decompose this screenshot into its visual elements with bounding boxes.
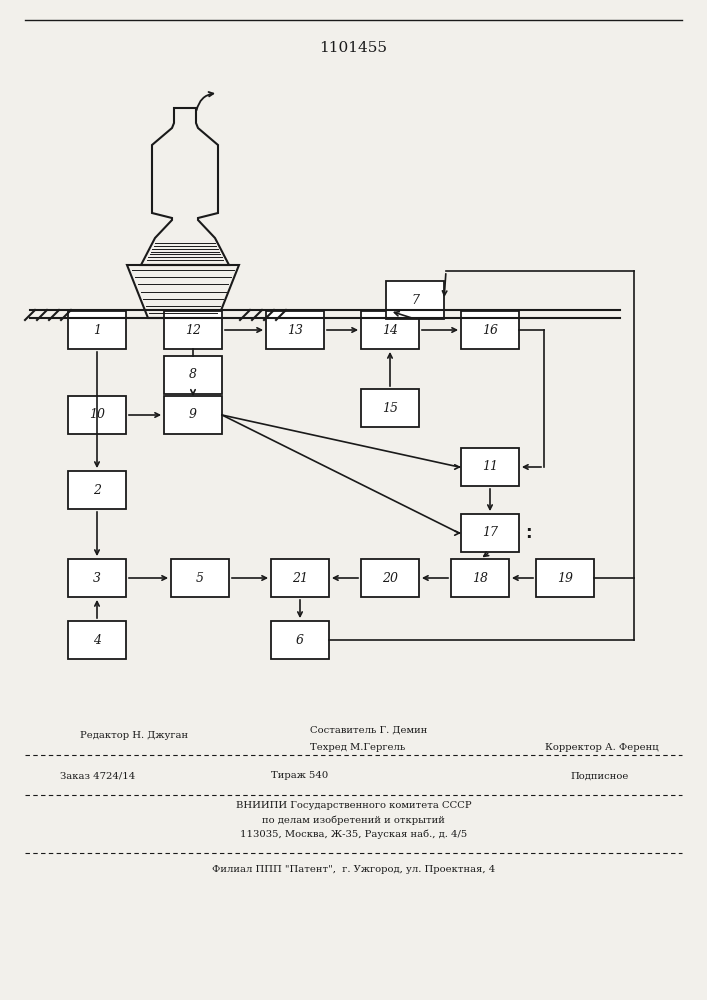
FancyArrowPatch shape: [197, 92, 214, 110]
Bar: [171, 559, 229, 597]
Text: :: :: [525, 524, 532, 542]
Bar: [361, 389, 419, 427]
Text: Заказ 4724/14: Заказ 4724/14: [60, 772, 135, 780]
Text: Тираж 540: Тираж 540: [271, 772, 329, 780]
Text: 21: 21: [292, 572, 308, 584]
Bar: [461, 311, 519, 349]
Text: 20: 20: [382, 572, 398, 584]
Bar: [266, 311, 324, 349]
Text: Корректор А. Ференц: Корректор А. Ференц: [545, 744, 659, 752]
Text: 5: 5: [196, 572, 204, 584]
Text: 16: 16: [482, 324, 498, 336]
Bar: [164, 356, 222, 394]
Bar: [68, 621, 126, 659]
Bar: [271, 559, 329, 597]
Bar: [68, 559, 126, 597]
Text: 3: 3: [93, 572, 101, 584]
Text: Составитель Г. Демин: Составитель Г. Демин: [310, 726, 427, 734]
Text: 13: 13: [287, 324, 303, 336]
Text: ВНИИПИ Государственного комитета СССР: ВНИИПИ Государственного комитета СССР: [235, 802, 472, 810]
Text: 1101455: 1101455: [320, 41, 387, 55]
Bar: [68, 311, 126, 349]
Text: 7: 7: [411, 294, 419, 306]
Text: Филиал ППП "Патент",  г. Ужгород, ул. Проектная, 4: Филиал ППП "Патент", г. Ужгород, ул. Про…: [212, 865, 495, 874]
Text: 6: 6: [296, 634, 304, 647]
Bar: [461, 514, 519, 552]
Text: 8: 8: [189, 368, 197, 381]
Bar: [271, 621, 329, 659]
Bar: [361, 559, 419, 597]
Text: 10: 10: [89, 408, 105, 422]
Text: Подписное: Подписное: [570, 772, 629, 780]
Text: 19: 19: [557, 572, 573, 584]
Text: 4: 4: [93, 634, 101, 647]
Text: 2: 2: [93, 484, 101, 496]
Bar: [451, 559, 509, 597]
Text: 11: 11: [482, 460, 498, 474]
Text: 113035, Москва, Ж-35, Рауская наб., д. 4/5: 113035, Москва, Ж-35, Рауская наб., д. 4…: [240, 829, 467, 839]
Bar: [164, 311, 222, 349]
Bar: [386, 281, 444, 319]
Bar: [164, 396, 222, 434]
Text: Редактор Н. Джуган: Редактор Н. Джуган: [80, 730, 188, 740]
Bar: [68, 396, 126, 434]
Text: 15: 15: [382, 401, 398, 414]
Text: 9: 9: [189, 408, 197, 422]
Bar: [361, 311, 419, 349]
Bar: [68, 471, 126, 509]
Text: 12: 12: [185, 324, 201, 336]
Text: 1: 1: [93, 324, 101, 336]
Text: 17: 17: [482, 526, 498, 540]
Text: Техред М.Гергель: Техред М.Гергель: [310, 744, 405, 752]
Text: 18: 18: [472, 572, 488, 584]
Text: по делам изобретений и открытий: по делам изобретений и открытий: [262, 815, 445, 825]
Bar: [461, 448, 519, 486]
Bar: [536, 559, 594, 597]
Text: 14: 14: [382, 324, 398, 336]
